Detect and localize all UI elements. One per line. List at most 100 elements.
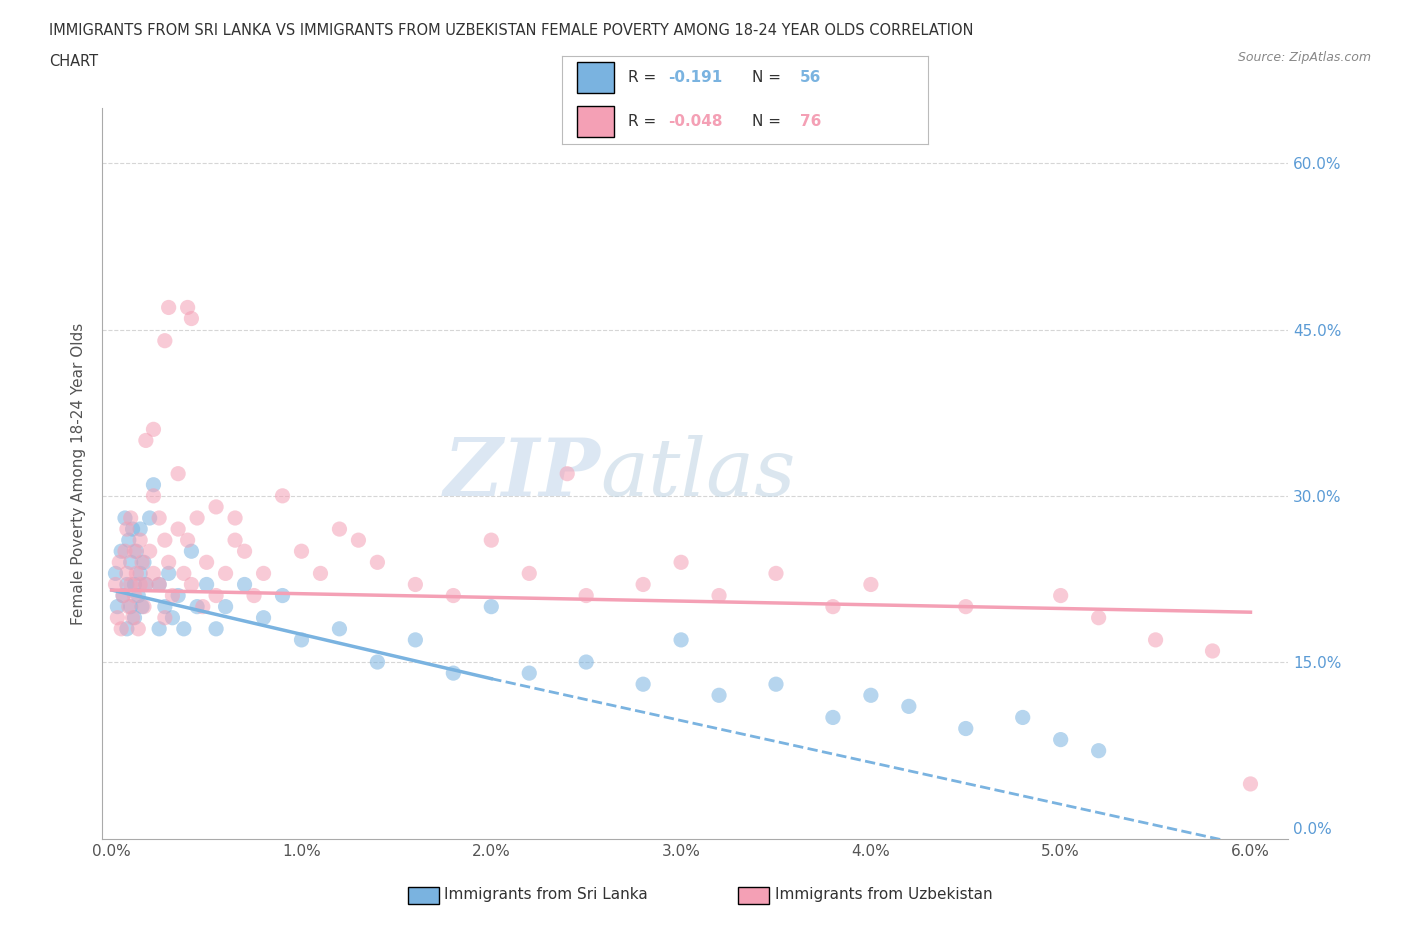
Text: ZIP: ZIP — [443, 435, 600, 512]
Point — [157, 566, 180, 581]
Point — [271, 588, 294, 603]
Point — [125, 544, 148, 559]
Point — [631, 677, 654, 692]
Point — [441, 666, 464, 681]
Point — [125, 566, 148, 581]
Point — [167, 466, 190, 481]
Y-axis label: Female Poverty Among 18-24 Year Olds: Female Poverty Among 18-24 Year Olds — [72, 323, 86, 625]
Point — [214, 599, 236, 614]
Point — [124, 610, 146, 625]
FancyBboxPatch shape — [576, 106, 613, 137]
Point — [124, 588, 146, 603]
Point — [224, 533, 246, 548]
Text: -0.048: -0.048 — [668, 113, 723, 128]
Point — [271, 488, 294, 503]
Point — [148, 577, 170, 591]
Point — [153, 610, 176, 625]
Point — [479, 599, 502, 614]
Point — [131, 599, 153, 614]
Point — [157, 555, 180, 570]
Point — [859, 688, 882, 703]
Point — [479, 533, 502, 548]
Point — [1049, 588, 1071, 603]
Point — [224, 511, 246, 525]
Point — [153, 599, 176, 614]
Point — [135, 577, 157, 591]
Text: -0.191: -0.191 — [668, 71, 723, 86]
Point — [191, 599, 214, 614]
Text: R =: R = — [628, 71, 666, 86]
Point — [180, 544, 202, 559]
Point — [112, 588, 135, 603]
Point — [135, 433, 157, 448]
Point — [176, 533, 198, 548]
Point — [205, 588, 228, 603]
Point — [153, 333, 176, 348]
Point — [821, 710, 844, 724]
Point — [669, 555, 692, 570]
Point — [1144, 632, 1167, 647]
Point — [233, 577, 256, 591]
Point — [121, 610, 143, 625]
Point — [955, 721, 977, 736]
Point — [129, 577, 152, 591]
Point — [173, 621, 195, 636]
Point — [115, 621, 138, 636]
Point — [142, 477, 165, 492]
Point — [115, 577, 138, 591]
Text: Immigrants from Uzbekistan: Immigrants from Uzbekistan — [775, 887, 993, 902]
Text: Source: ZipAtlas.com: Source: ZipAtlas.com — [1237, 51, 1371, 64]
Point — [859, 577, 882, 591]
Point — [104, 577, 127, 591]
Point — [252, 610, 274, 625]
Point — [205, 499, 228, 514]
Point — [118, 599, 141, 614]
Point — [575, 588, 598, 603]
Point — [108, 555, 131, 570]
Text: IMMIGRANTS FROM SRI LANKA VS IMMIGRANTS FROM UZBEKISTAN FEMALE POVERTY AMONG 18-: IMMIGRANTS FROM SRI LANKA VS IMMIGRANTS … — [49, 23, 974, 38]
Point — [132, 555, 155, 570]
Point — [173, 566, 195, 581]
Point — [127, 588, 149, 603]
Text: R =: R = — [628, 113, 661, 128]
Point — [138, 511, 160, 525]
Point — [162, 610, 184, 625]
Point — [233, 544, 256, 559]
Point — [517, 566, 540, 581]
Point — [252, 566, 274, 581]
Point — [167, 522, 190, 537]
Text: N =: N = — [752, 71, 786, 86]
Point — [669, 632, 692, 647]
Point — [366, 555, 388, 570]
Point — [110, 621, 132, 636]
Point — [186, 599, 208, 614]
Point — [124, 577, 146, 591]
Point — [328, 522, 350, 537]
Point — [120, 555, 142, 570]
Point — [138, 544, 160, 559]
Point — [114, 544, 136, 559]
Point — [955, 599, 977, 614]
Point — [186, 511, 208, 525]
Point — [821, 599, 844, 614]
Point — [631, 577, 654, 591]
Point — [148, 577, 170, 591]
Point — [290, 544, 312, 559]
Point — [127, 621, 149, 636]
Point — [131, 555, 153, 570]
Text: CHART: CHART — [49, 54, 98, 69]
Text: 56: 56 — [800, 71, 821, 86]
Text: Immigrants from Sri Lanka: Immigrants from Sri Lanka — [444, 887, 648, 902]
Point — [243, 588, 266, 603]
Point — [129, 522, 152, 537]
FancyBboxPatch shape — [576, 62, 613, 93]
Point — [1087, 610, 1109, 625]
Point — [120, 599, 142, 614]
Point — [114, 511, 136, 525]
Point — [347, 533, 370, 548]
Point — [1011, 710, 1033, 724]
Point — [707, 588, 730, 603]
Point — [115, 522, 138, 537]
Point — [1201, 644, 1223, 658]
Point — [328, 621, 350, 636]
